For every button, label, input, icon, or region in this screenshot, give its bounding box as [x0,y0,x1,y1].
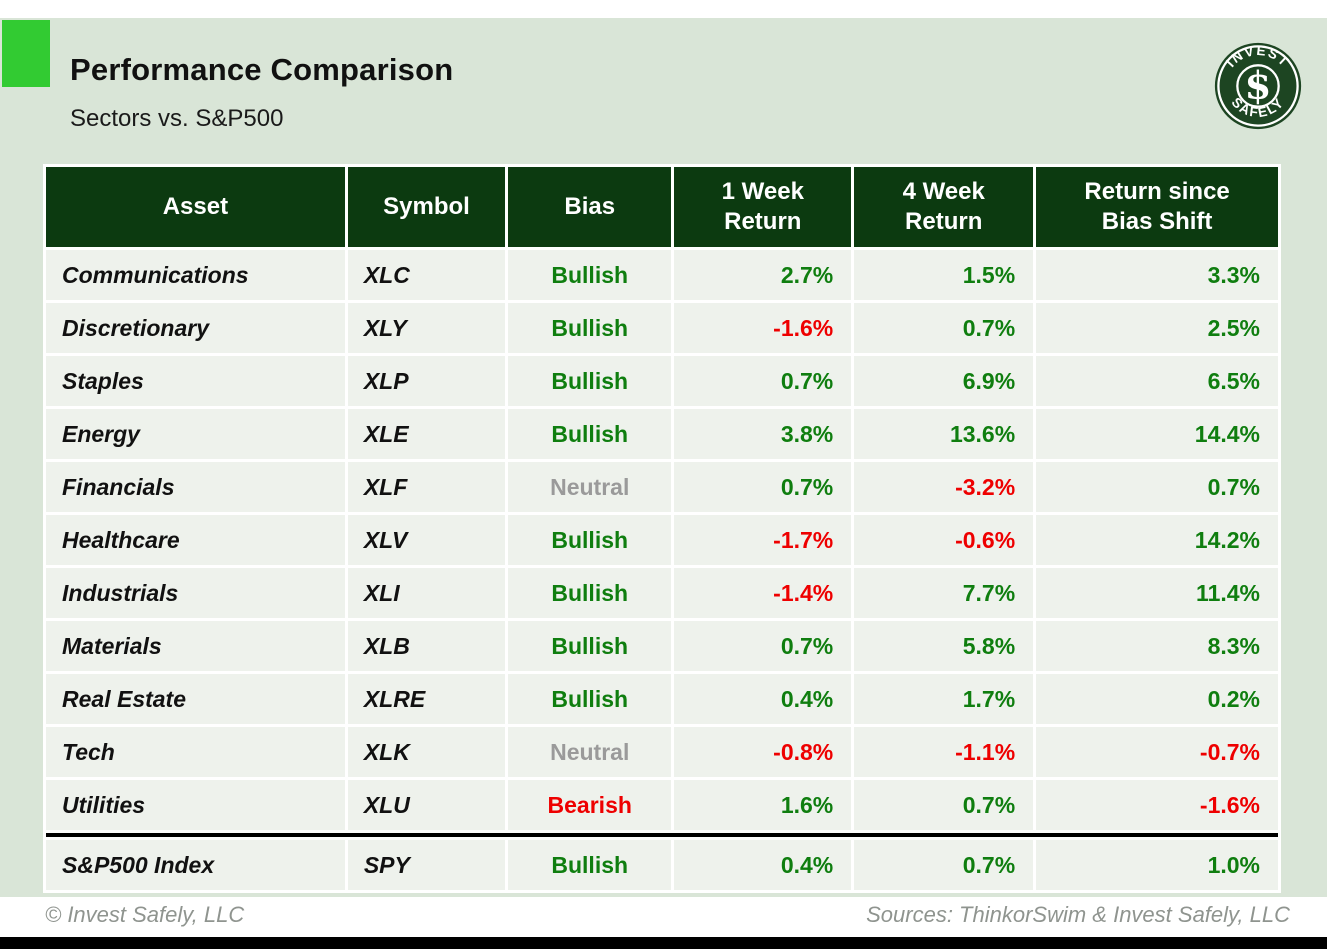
return-since-bias-shift-cell: 11.4% [1036,568,1278,618]
logo-monogram: $ [1245,63,1272,108]
week1-return-cell: 1.6% [674,780,852,830]
symbol-cell: XLRE [347,674,506,724]
return-since-bias-shift-cell: -1.6% [1036,780,1278,830]
week4-return-cell: -3.2% [854,462,1034,512]
symbol-cell: XLV [347,515,506,565]
week4-return-cell: -0.6% [854,515,1034,565]
week1-return-cell: 2.7% [674,250,852,300]
week4-return-cell: 0.7% [854,840,1034,890]
week4-return-cell: 1.5% [854,250,1034,300]
asset-cell: Tech [46,727,345,777]
return-since-bias-shift-cell: 2.5% [1036,303,1278,353]
symbol-cell: XLU [347,780,506,830]
column-header-4-week-return: 4 Week Return [854,167,1034,247]
week1-return-cell: -1.7% [674,515,852,565]
asset-cell: Communications [46,250,345,300]
week4-return-cell: 7.7% [854,568,1034,618]
bottom-bar [0,937,1327,949]
symbol-cell: SPY [347,840,506,890]
week1-return-cell: -0.8% [674,727,852,777]
bias-cell: Bullish [508,515,672,565]
column-header-asset: Asset [46,167,345,247]
week4-return-cell: 6.9% [854,356,1034,406]
column-header-return-since-bias-shift: Return since Bias Shift [1036,167,1278,247]
footer-copyright: © Invest Safely, LLC [45,902,245,927]
bias-cell: Bullish [508,840,672,890]
return-since-bias-shift-cell: 14.2% [1036,515,1278,565]
asset-cell: Industrials [46,568,345,618]
symbol-cell: XLE [347,409,506,459]
week4-return-cell: 13.6% [854,409,1034,459]
week1-return-cell: -1.4% [674,568,852,618]
asset-cell: Utilities [46,780,345,830]
column-header-symbol: Symbol [347,167,506,247]
symbol-cell: XLI [347,568,506,618]
performance-table: Asset Symbol Bias 1 Week Return 4 Week R… [43,164,1281,893]
symbol-cell: XLC [347,250,506,300]
week1-return-cell: 3.8% [674,409,852,459]
asset-cell: Financials [46,462,345,512]
asset-cell: Discretionary [46,303,345,353]
symbol-cell: XLK [347,727,506,777]
week1-return-cell: 0.7% [674,462,852,512]
week1-return-cell: 0.7% [674,356,852,406]
bias-cell: Bullish [508,356,672,406]
asset-cell: S&P500 Index [46,840,345,890]
page-subtitle: Sectors vs. S&P500 [70,105,284,132]
return-since-bias-shift-cell: 8.3% [1036,621,1278,671]
bias-cell: Bullish [508,409,672,459]
performance-table-grid: Asset Symbol Bias 1 Week Return 4 Week R… [46,167,1278,890]
asset-cell: Healthcare [46,515,345,565]
symbol-cell: XLY [347,303,506,353]
asset-cell: Staples [46,356,345,406]
bias-cell: Neutral [508,727,672,777]
index-separator-line [46,833,1278,837]
column-header-1-week-return: 1 Week Return [674,167,852,247]
return-since-bias-shift-cell: 0.7% [1036,462,1278,512]
week4-return-cell: 5.8% [854,621,1034,671]
bias-cell: Bullish [508,674,672,724]
footer-sources: Sources: ThinkorSwim & Invest Safely, LL… [866,902,1290,927]
bias-cell: Bearish [508,780,672,830]
week4-return-cell: 1.7% [854,674,1034,724]
asset-cell: Real Estate [46,674,345,724]
symbol-cell: XLB [347,621,506,671]
bias-cell: Bullish [508,250,672,300]
return-since-bias-shift-cell: 1.0% [1036,840,1278,890]
return-since-bias-shift-cell: -0.7% [1036,727,1278,777]
invest-safely-logo-icon: INVEST SAFELY $ [1214,43,1302,130]
bias-cell: Bullish [508,303,672,353]
week1-return-cell: 0.4% [674,674,852,724]
symbol-cell: XLP [347,356,506,406]
week1-return-cell: -1.6% [674,303,852,353]
week4-return-cell: 0.7% [854,303,1034,353]
accent-square [2,20,50,87]
column-header-bias: Bias [508,167,672,247]
symbol-cell: XLF [347,462,506,512]
bias-cell: Bullish [508,621,672,671]
bias-cell: Bullish [508,568,672,618]
week4-return-cell: 0.7% [854,780,1034,830]
page-title: Performance Comparison [70,52,454,87]
return-since-bias-shift-cell: 6.5% [1036,356,1278,406]
week4-return-cell: -1.1% [854,727,1034,777]
week1-return-cell: 0.4% [674,840,852,890]
return-since-bias-shift-cell: 14.4% [1036,409,1278,459]
week1-return-cell: 0.7% [674,621,852,671]
asset-cell: Materials [46,621,345,671]
asset-cell: Energy [46,409,345,459]
return-since-bias-shift-cell: 0.2% [1036,674,1278,724]
return-since-bias-shift-cell: 3.3% [1036,250,1278,300]
bias-cell: Neutral [508,462,672,512]
